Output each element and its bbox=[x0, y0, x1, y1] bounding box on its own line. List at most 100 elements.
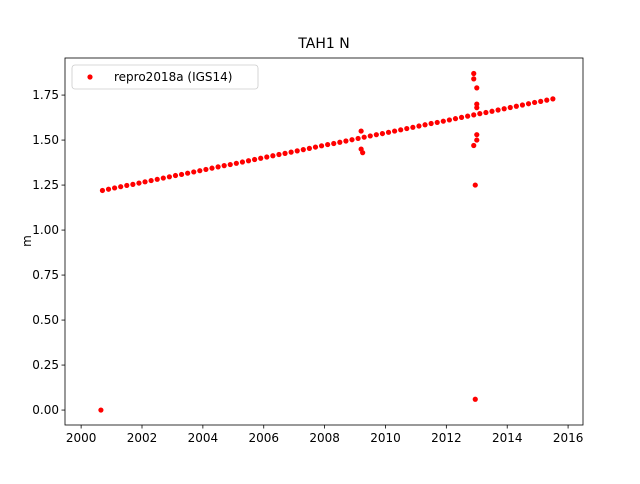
point bbox=[258, 155, 264, 161]
y-tick-label: 0.25 bbox=[32, 358, 59, 372]
point bbox=[239, 159, 246, 165]
point bbox=[472, 396, 478, 402]
point bbox=[472, 182, 478, 188]
point bbox=[178, 171, 185, 178]
point bbox=[245, 158, 252, 164]
x-tick-label: 2006 bbox=[248, 431, 279, 445]
point bbox=[306, 145, 312, 151]
point bbox=[495, 107, 501, 113]
point bbox=[471, 142, 477, 149]
point bbox=[98, 407, 104, 413]
point bbox=[276, 151, 282, 158]
point bbox=[130, 181, 136, 187]
point bbox=[477, 111, 483, 117]
chart-title: TAH1 N bbox=[297, 36, 349, 52]
point bbox=[154, 176, 160, 182]
y-tick-label: 1.25 bbox=[32, 178, 59, 192]
point bbox=[434, 119, 440, 126]
point bbox=[398, 127, 404, 133]
point bbox=[264, 154, 270, 160]
point bbox=[410, 124, 416, 130]
point bbox=[142, 179, 148, 185]
point bbox=[474, 101, 480, 107]
point bbox=[358, 128, 364, 134]
legend-box bbox=[71, 64, 259, 90]
point bbox=[404, 125, 410, 132]
point bbox=[294, 148, 300, 154]
point bbox=[489, 108, 495, 114]
point bbox=[538, 98, 544, 104]
point bbox=[233, 160, 239, 166]
point bbox=[282, 150, 288, 156]
legend-marker bbox=[87, 74, 93, 80]
point bbox=[474, 132, 480, 138]
point bbox=[325, 141, 331, 148]
x-tick-label: 2016 bbox=[553, 431, 584, 445]
point bbox=[203, 166, 209, 173]
x-tick-label: 2014 bbox=[492, 431, 523, 445]
point bbox=[349, 137, 355, 143]
point bbox=[471, 70, 477, 77]
y-tick-label: 0.00 bbox=[32, 403, 59, 417]
point bbox=[136, 180, 142, 186]
legend-label: repro2018a (IGS14) bbox=[114, 70, 232, 84]
point bbox=[355, 135, 361, 142]
y-tick-label: 1.50 bbox=[32, 133, 59, 147]
point bbox=[112, 185, 118, 191]
y-tick-label: 0.75 bbox=[32, 268, 59, 282]
point bbox=[428, 120, 434, 127]
point bbox=[458, 114, 465, 120]
point bbox=[215, 164, 221, 170]
point bbox=[471, 76, 477, 82]
point bbox=[252, 156, 258, 163]
point bbox=[474, 105, 480, 111]
x-tick-label: 2012 bbox=[431, 431, 462, 445]
point bbox=[519, 102, 526, 108]
point bbox=[544, 97, 550, 103]
point bbox=[446, 117, 452, 123]
y-tick-label: 0.50 bbox=[32, 313, 59, 327]
point bbox=[367, 133, 373, 139]
point bbox=[343, 138, 349, 144]
point bbox=[373, 132, 379, 138]
point bbox=[452, 116, 459, 122]
point bbox=[148, 177, 154, 184]
x-tick-label: 2002 bbox=[127, 431, 158, 445]
point bbox=[465, 113, 471, 119]
point bbox=[550, 96, 556, 102]
point bbox=[312, 144, 319, 150]
point bbox=[197, 168, 203, 174]
point bbox=[209, 165, 215, 171]
point bbox=[416, 123, 422, 129]
point bbox=[440, 118, 446, 124]
point bbox=[474, 137, 480, 143]
point bbox=[270, 153, 276, 159]
x-tick-label: 2008 bbox=[309, 431, 340, 445]
x-tick-label: 2010 bbox=[370, 431, 401, 445]
point bbox=[124, 182, 130, 189]
plot-frame bbox=[64, 57, 584, 426]
point bbox=[361, 134, 367, 140]
point bbox=[337, 139, 343, 145]
point bbox=[483, 109, 489, 116]
point bbox=[99, 187, 106, 194]
point bbox=[501, 106, 507, 112]
point bbox=[471, 112, 477, 118]
point bbox=[172, 172, 179, 179]
point bbox=[385, 129, 392, 135]
point bbox=[105, 186, 112, 192]
point bbox=[191, 169, 197, 175]
point bbox=[331, 140, 337, 147]
point bbox=[525, 101, 532, 107]
point bbox=[532, 99, 538, 106]
point bbox=[318, 143, 325, 149]
point bbox=[392, 128, 398, 134]
point bbox=[118, 184, 124, 190]
point bbox=[300, 147, 306, 153]
point bbox=[507, 104, 513, 111]
point bbox=[166, 174, 172, 180]
point bbox=[160, 175, 166, 181]
y-axis-label: m bbox=[20, 235, 34, 247]
point bbox=[422, 122, 428, 128]
